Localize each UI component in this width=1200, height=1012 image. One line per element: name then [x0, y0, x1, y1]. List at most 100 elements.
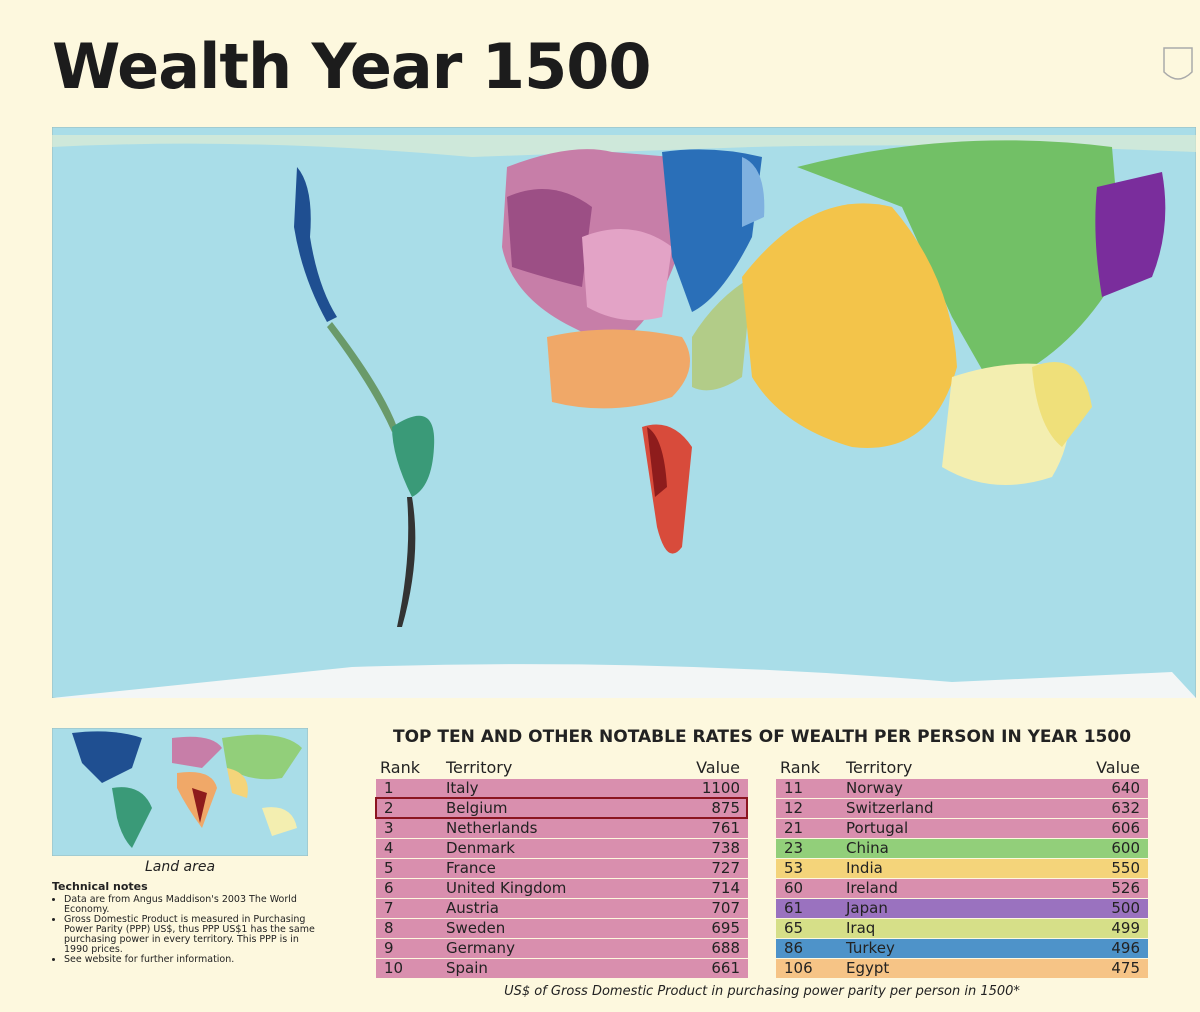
cartogram-map — [52, 127, 1196, 698]
rank-cell: 60 — [784, 879, 804, 897]
value-cell: 632 — [1111, 799, 1140, 817]
rank-cell: 10 — [384, 959, 404, 977]
value-cell: 550 — [1111, 859, 1140, 877]
note-item: Gross Domestic Product is measured in Pu… — [64, 915, 326, 955]
territory-cell: Portugal — [846, 819, 909, 837]
territory-cell: Germany — [446, 939, 515, 957]
table-row: 60 Ireland 526 — [776, 879, 1148, 898]
value-cell: 695 — [711, 919, 740, 937]
territory-cell: Iraq — [846, 919, 876, 937]
column-header: Value — [696, 758, 740, 777]
column-header: Rank — [780, 758, 820, 777]
rank-cell: 86 — [784, 939, 804, 957]
territory-cell: Denmark — [446, 839, 515, 857]
rank-cell: 12 — [784, 799, 804, 817]
rank-cell: 4 — [384, 839, 394, 857]
notes-list: Data are from Angus Maddison's 2003 The … — [52, 895, 326, 965]
territory-cell: Netherlands — [446, 819, 538, 837]
rank-cell: 21 — [784, 819, 804, 837]
note-item: See website for further information. — [64, 955, 326, 965]
rank-cell: 61 — [784, 899, 804, 917]
table-title: TOP TEN AND OTHER NOTABLE RATES OF WEALT… — [392, 727, 1132, 747]
value-cell: 688 — [711, 939, 740, 957]
value-cell: 496 — [1111, 939, 1140, 957]
rank-cell: 106 — [784, 959, 813, 977]
territory-cell: Norway — [846, 779, 903, 797]
value-cell: 600 — [1111, 839, 1140, 857]
territory-cell: Japan — [846, 899, 888, 917]
territory-cell: Sweden — [446, 919, 506, 937]
territory-cell: Turkey — [846, 939, 895, 957]
table-row: 86 Turkey 496 — [776, 939, 1148, 958]
table-row: 2 Belgium 875 — [376, 799, 748, 818]
table-row: 11 Norway 640 — [776, 779, 1148, 798]
rank-cell: 3 — [384, 819, 394, 837]
table-row: 5 France 727 — [376, 859, 748, 878]
notes-title: Technical notes — [52, 880, 148, 893]
column-header: Value — [1096, 758, 1140, 777]
value-cell: 761 — [711, 819, 740, 837]
column-header: Territory — [846, 758, 913, 777]
value-cell: 661 — [711, 959, 740, 977]
column-header: Rank — [380, 758, 420, 777]
territory-cell: Ireland — [846, 879, 898, 897]
column-header: Territory — [446, 758, 513, 777]
table-row: 9 Germany 688 — [376, 939, 748, 958]
value-cell: 1100 — [701, 779, 740, 797]
table-row: 12 Switzerland 632 — [776, 799, 1148, 818]
rank-cell: 5 — [384, 859, 394, 877]
territory-cell: Belgium — [446, 799, 508, 817]
territory-cell: Spain — [446, 959, 488, 977]
value-cell: 640 — [1111, 779, 1140, 797]
territory-cell: United Kingdom — [446, 879, 567, 897]
rank-cell: 65 — [784, 919, 804, 937]
rank-cell: 8 — [384, 919, 394, 937]
table-row: 21 Portugal 606 — [776, 819, 1148, 838]
rank-cell: 9 — [384, 939, 394, 957]
title: Wealth Year 1500 — [52, 30, 651, 103]
table-caption: US$ of Gross Domestic Product in purchas… — [504, 984, 1020, 999]
logo — [1163, 47, 1193, 80]
value-cell: 526 — [1111, 879, 1140, 897]
highlight-box — [375, 797, 748, 819]
value-cell: 738 — [711, 839, 740, 857]
table-row: 106 Egypt 475 — [776, 959, 1148, 978]
territory-cell: Italy — [446, 779, 479, 797]
territory-cell: Switzerland — [846, 799, 934, 817]
value-cell: 714 — [711, 879, 740, 897]
table-row: 8 Sweden 695 — [376, 919, 748, 938]
note-item: Data are from Angus Maddison's 2003 The … — [64, 895, 326, 915]
rank-cell: 6 — [384, 879, 394, 897]
territory-cell: China — [846, 839, 889, 857]
rank-cell: 7 — [384, 899, 394, 917]
value-cell: 475 — [1111, 959, 1140, 977]
value-cell: 707 — [711, 899, 740, 917]
territory-cell: France — [446, 859, 496, 877]
table-row: 65 Iraq 499 — [776, 919, 1148, 938]
table-row: 7 Austria 707 — [376, 899, 748, 918]
table-row: 10 Spain 661 — [376, 959, 748, 978]
table-row: 1 Italy 1100 — [376, 779, 748, 798]
table-row: 3 Netherlands 761 — [376, 819, 748, 838]
rank-cell: 23 — [784, 839, 804, 857]
value-cell: 499 — [1111, 919, 1140, 937]
value-cell: 875 — [711, 799, 740, 817]
rank-cell: 1 — [384, 779, 394, 797]
table-row: 23 China 600 — [776, 839, 1148, 858]
table-row: 61 Japan 500 — [776, 899, 1148, 918]
table-row: 53 India 550 — [776, 859, 1148, 878]
rank-cell: 53 — [784, 859, 804, 877]
value-cell: 606 — [1111, 819, 1140, 837]
rank-cell: 2 — [384, 799, 394, 817]
inset-map — [52, 728, 308, 856]
table-row: 4 Denmark 738 — [376, 839, 748, 858]
table-row: 6 United Kingdom 714 — [376, 879, 748, 898]
inset-caption: Land area — [144, 859, 216, 875]
territory-cell: Egypt — [846, 959, 890, 977]
territory-cell: Austria — [446, 899, 499, 917]
territory-cell: India — [846, 859, 883, 877]
value-cell: 727 — [711, 859, 740, 877]
rank-cell: 11 — [784, 779, 804, 797]
value-cell: 500 — [1111, 899, 1140, 917]
